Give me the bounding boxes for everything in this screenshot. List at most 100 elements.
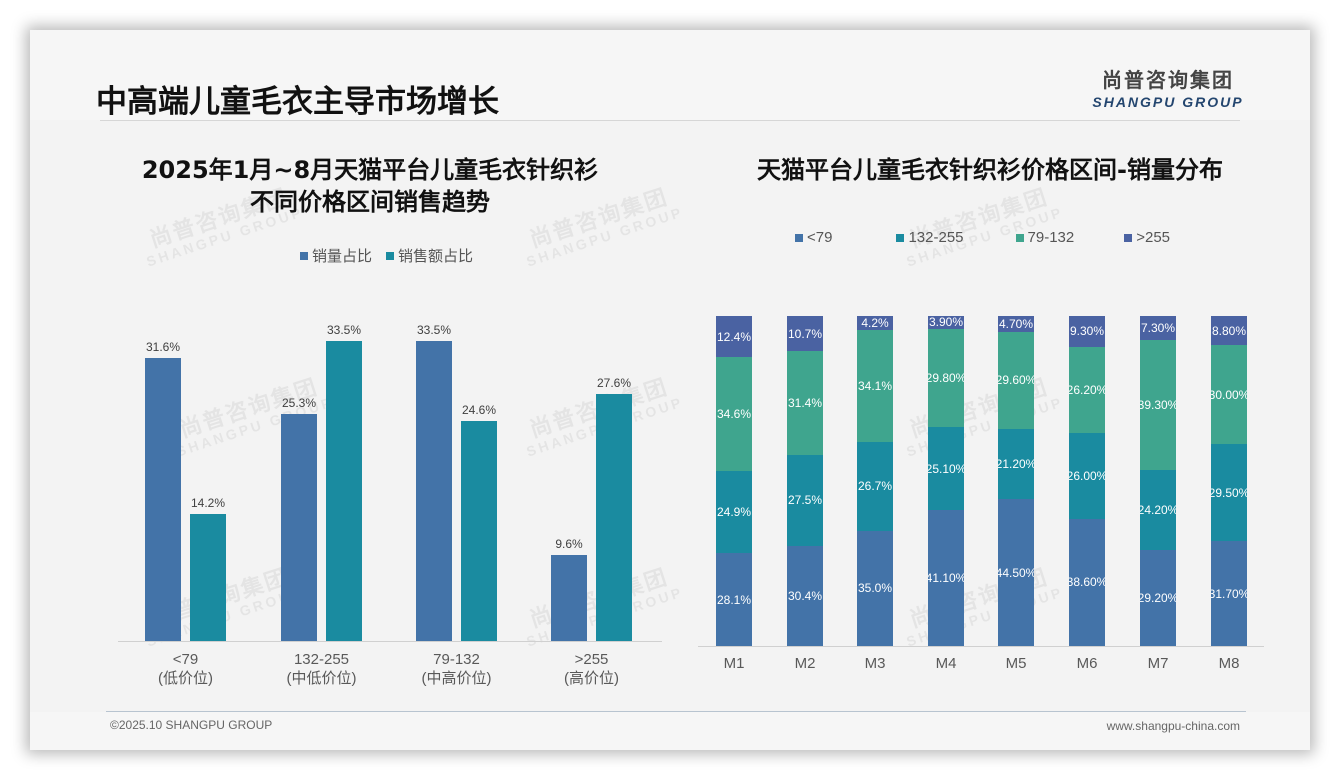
segment-value-label: 4.2% [861, 316, 889, 330]
segment-value-label: 30.00% [1211, 387, 1247, 402]
segment-value-label: 29.20% [1140, 590, 1176, 605]
bar-segment-132-255: 24.20% [1140, 469, 1176, 550]
footer-band [30, 712, 1310, 750]
bar-segment-gt255: 3.90% [928, 316, 964, 329]
segment-value-label: 30.4% [787, 588, 823, 603]
bar-segment-lt79: 35.0% [857, 530, 893, 646]
bar-segment-gt255: 10.7% [787, 316, 823, 352]
segment-value-label: 27.5% [787, 493, 823, 508]
bar-value-label: 25.3% [281, 396, 317, 411]
legend-label: <79 [807, 229, 833, 246]
segment-value-label: 24.20% [1140, 502, 1176, 517]
bar-segment-gt255: 4.2% [857, 316, 893, 330]
legend-item-sales-amount: 销售额占比 [386, 245, 473, 266]
legend-swatch-icon [386, 251, 395, 260]
bar-value-label: 33.5% [326, 323, 362, 337]
category-tier: (中高价位) [421, 670, 492, 687]
x-axis-line [698, 646, 1264, 647]
bar-value-label: 14.2% [190, 495, 226, 510]
segment-value-label: 31.70% [1211, 586, 1247, 601]
month-label: M6 [1076, 655, 1098, 672]
legend-item: <79 [795, 229, 832, 246]
category-label: <79 (低价位) [126, 650, 246, 688]
header-band [30, 30, 1310, 120]
bar-segment-lt79: 31.70% [1211, 541, 1247, 646]
stacked-bar: 29.20% 24.20% 39.30% 7.30% [1140, 316, 1176, 646]
bar-segment-gt255: 8.80% [1211, 316, 1247, 346]
segment-value-label: 29.80% [928, 371, 964, 386]
bar-segment-79-132: 34.1% [857, 329, 893, 443]
logo-en: SHANGPU GROUP [1092, 94, 1244, 110]
bar-sales-amount [596, 393, 632, 641]
bar-segment-lt79: 28.1% [716, 553, 752, 646]
category-label: 79-132 (中高价位) [397, 650, 517, 688]
segment-value-label: 31.4% [787, 396, 823, 411]
left-chart-title: 2025年1月~8月天猫平台儿童毛衣针织衫 不同价格区间销售趋势 [100, 154, 640, 218]
segment-value-label: 10.7% [787, 326, 823, 341]
legend-swatch-icon [795, 233, 803, 242]
segment-value-label: 9.30% [1069, 324, 1105, 339]
x-axis-line [118, 641, 662, 642]
bar-sales-volume [551, 555, 587, 641]
legend-swatch-icon [1015, 233, 1024, 242]
legend-label: 132-255 [908, 229, 964, 246]
stacked-bar: 31.70% 29.50% 30.00% 8.80% [1211, 316, 1247, 646]
bar-segment-132-255: 26.00% [1069, 433, 1105, 519]
bar-segment-lt79: 38.60% [1069, 518, 1105, 646]
bar-sales-amount [190, 513, 226, 641]
segment-value-label: 35.0% [857, 581, 893, 596]
month-label: M7 [1147, 655, 1169, 672]
legend-item: 79-132 [1015, 229, 1074, 246]
category-tier: (低价位) [158, 670, 213, 687]
category-label: 132-255 (中低价位) [262, 650, 382, 688]
segment-value-label: 29.60% [998, 373, 1034, 388]
segment-value-label: 24.9% [716, 505, 752, 520]
bar-segment-79-132: 31.4% [787, 351, 823, 455]
segment-value-label: 44.50% [998, 565, 1034, 580]
segment-value-label: 39.30% [1140, 397, 1176, 412]
segment-value-label: 34.6% [716, 407, 752, 422]
watermark-cn: 尚普咨询集团 [906, 374, 1052, 444]
bar-segment-132-255: 29.50% [1211, 444, 1247, 542]
segment-value-label: 29.50% [1211, 485, 1247, 500]
stacked-bar: 30.4% 27.5% 31.4% 10.7% [787, 316, 823, 646]
segment-value-label: 26.20% [1069, 382, 1105, 397]
bar-value-label: 24.6% [461, 402, 497, 417]
bar-segment-lt79: 30.4% [787, 545, 823, 646]
left-chart-title-line1: 2025年1月~8月天猫平台儿童毛衣针织衫 [141, 156, 599, 184]
segment-value-label: 25.10% [928, 461, 964, 476]
page-title: 中高端儿童毛衣主导市场增长 [96, 84, 499, 120]
logo: 尚普咨询集团 SHANGPU GROUP [1088, 64, 1248, 110]
bar-sales-volume [416, 341, 452, 641]
left-chart-legend: 销量占比 销售额占比 [300, 245, 487, 266]
category-range: <79 [172, 651, 199, 668]
legend-label: 销售额占比 [398, 248, 474, 265]
segment-value-label: 21.20% [998, 457, 1034, 472]
segment-value-label: 28.1% [716, 592, 752, 607]
bar-segment-79-132: 26.20% [1069, 346, 1105, 434]
slide: 中高端儿童毛衣主导市场增长 尚普咨询集团 SHANGPU GROUP 尚普咨询集… [30, 30, 1310, 750]
segment-value-label: 26.7% [857, 479, 893, 494]
segment-value-label: 12.4% [716, 329, 752, 344]
category-range: >255 [574, 651, 609, 668]
segment-value-label: 26.00% [1069, 468, 1105, 483]
bar-segment-132-255: 24.9% [716, 471, 752, 554]
stacked-bar: 38.60% 26.00% 26.20% 9.30% [1069, 316, 1105, 646]
legend-item: >255 [1124, 229, 1170, 246]
bar-segment-79-132: 39.30% [1140, 340, 1176, 470]
bar-segment-lt79: 29.20% [1140, 549, 1176, 646]
legend-label: 销量占比 [312, 248, 373, 265]
bar-value-label: 33.5% [416, 323, 452, 337]
bar-segment-lt79: 41.10% [928, 510, 964, 646]
bar-segment-gt255: 7.30% [1140, 316, 1176, 341]
left-chart-title-line2: 不同价格区间销售趋势 [250, 188, 490, 216]
segment-value-label: 3.90% [928, 316, 964, 329]
stacked-bar: 44.50% 21.20% 29.60% 4.70% [998, 316, 1034, 646]
category-tier: (高价位) [564, 670, 619, 687]
category-tier: (中低价位) [286, 670, 357, 687]
bar-value-label: 27.6% [596, 375, 632, 390]
segment-value-label: 4.70% [998, 316, 1034, 331]
